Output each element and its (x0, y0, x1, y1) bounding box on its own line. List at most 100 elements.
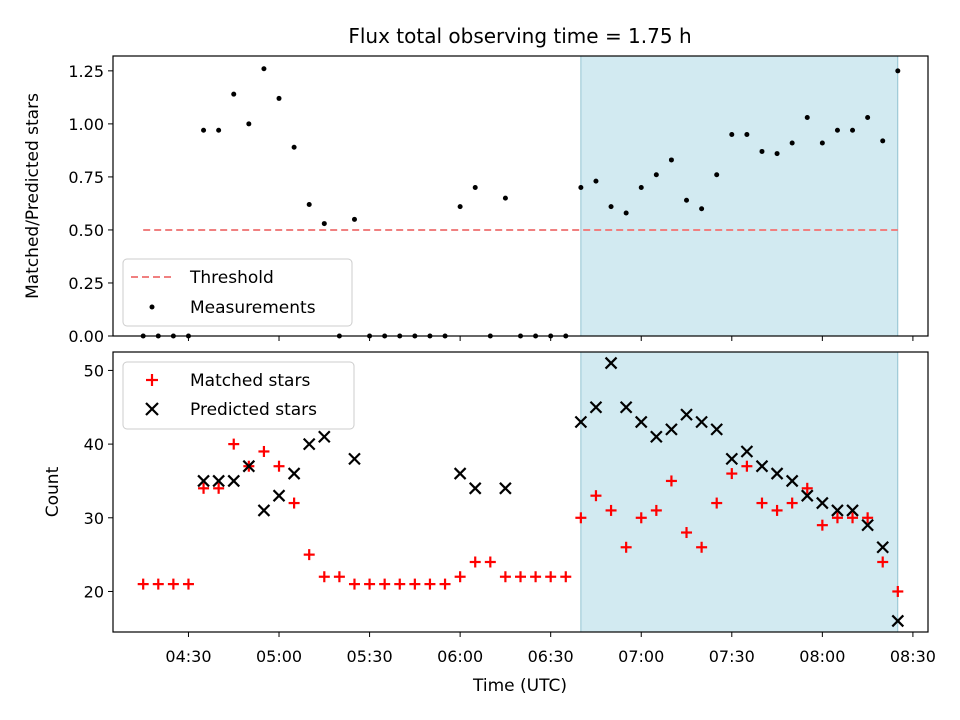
measurements-legend-label: Measurements (190, 298, 316, 318)
measurement-point (804, 115, 810, 121)
bottom-y-tick-label: 50 (84, 361, 104, 380)
predicted-star-point (287, 467, 301, 480)
measurement-point (623, 210, 629, 216)
measurement-point (321, 221, 327, 227)
measurement-point (834, 127, 840, 133)
matched-star-point (439, 578, 451, 590)
matched-star-point (801, 482, 813, 494)
measurement-point (261, 66, 267, 72)
predicted-star-point (740, 445, 754, 458)
measurement-point (351, 216, 357, 222)
measurement-point (759, 148, 765, 154)
bottom-y-axis-label: Count (43, 466, 63, 517)
predicted-star-point (831, 504, 844, 517)
bottom-x-tick-label: 07:30 (709, 647, 755, 666)
matched-star-point (650, 504, 662, 516)
predicted-star-point (604, 356, 618, 370)
matched-star-point (545, 571, 557, 583)
measurement-point (246, 121, 252, 127)
matched-star-point (333, 571, 345, 583)
matched-star-point (635, 512, 647, 524)
measurement-point (819, 140, 825, 146)
measurement-point (789, 140, 795, 146)
top-legend: Threshold Measurements (122, 258, 353, 327)
predicted-star-point (197, 474, 210, 488)
bottom-shaded-region (580, 351, 899, 633)
top-shaded-region-rect (580, 55, 899, 337)
matched-star-point (696, 541, 708, 553)
matched-stars-legend-swatch (146, 374, 158, 386)
matched-star-point (348, 578, 360, 590)
predicted-star-point (710, 423, 723, 436)
top-legend-box (122, 258, 353, 327)
measurements-legend-swatch (149, 304, 155, 310)
measurement-point (231, 91, 237, 97)
predicted-star-point (468, 482, 482, 495)
bottom-x-tick-label: 05:30 (347, 647, 393, 666)
matched-star-point (454, 571, 466, 583)
matched-stars-legend-label: Matched stars (190, 371, 310, 391)
measurement-point (668, 157, 674, 163)
measurement-point (201, 127, 207, 133)
predicted-star-point (574, 415, 588, 429)
bottom-x-tick-label: 06:00 (437, 647, 483, 666)
bottom-x-tick-label: 07:00 (618, 647, 664, 666)
figure-title: Flux total observing time = 1.75 h (348, 24, 691, 48)
predicted-star-point (695, 415, 708, 429)
predicted-star-point (272, 489, 286, 502)
matched-star-point (605, 504, 617, 516)
bottom-y-tick-label: 40 (84, 435, 104, 454)
measurement-point (684, 197, 690, 203)
top-y-tick-label: 0.75 (68, 168, 104, 187)
matched-star-point (137, 578, 149, 590)
measurement-point (593, 178, 599, 184)
matched-star-point (741, 460, 753, 472)
matched-star-point (288, 497, 300, 509)
predicted-star-point (242, 459, 256, 473)
matched-star-point (771, 504, 783, 516)
predicted-star-point (348, 452, 361, 466)
matched-star-point (530, 571, 542, 583)
measurement-point (472, 185, 478, 191)
matched-star-point (681, 527, 693, 539)
measurement-point (578, 185, 584, 191)
measurement-point (895, 68, 901, 74)
predicted-star-point (302, 437, 316, 451)
top-y-ticks: 0.00 0.25 0.50 0.75 1.00 1.25 (68, 62, 113, 346)
matched-star-point (228, 438, 240, 450)
measurement-point (216, 127, 222, 133)
matched-star-point (499, 571, 511, 583)
measurement-point (502, 195, 508, 201)
matched-star-point (167, 578, 179, 590)
bottom-x-tick-label: 08:00 (799, 647, 845, 666)
predicted-star-point (816, 496, 829, 510)
matched-star-point (892, 585, 904, 597)
matched-star-point (273, 460, 285, 472)
bottom-points-layer (137, 356, 905, 628)
matched-star-point (786, 497, 798, 509)
bottom-legend-box (122, 361, 355, 430)
matched-star-point (364, 578, 376, 590)
predicted-star-point (725, 452, 739, 466)
measurement-point (744, 131, 750, 137)
top-y-axis-label: Matched/Predicted stars (23, 93, 43, 299)
matched-star-point (560, 571, 572, 583)
matched-star-point (620, 541, 632, 553)
top-y-tick-label: 1.25 (68, 62, 104, 81)
bottom-x-axis-label: Time (UTC) (472, 676, 567, 696)
predicted-star-point (499, 482, 512, 495)
measurement-point (306, 201, 312, 207)
matched-star-point (394, 578, 406, 590)
measurement-point (850, 127, 856, 133)
bottom-x-tick-label: 06:30 (528, 647, 574, 666)
matched-star-point (877, 556, 889, 568)
matched-star-point (213, 482, 225, 494)
measurement-point (291, 144, 297, 150)
predicted-star-point (861, 518, 874, 532)
measurement-point (729, 131, 735, 137)
predicted-stars-legend-swatch (145, 402, 159, 416)
top-y-tick-label: 0.50 (68, 221, 104, 240)
predicted-star-point (212, 474, 225, 488)
top-y-tick-label: 1.00 (68, 115, 104, 134)
